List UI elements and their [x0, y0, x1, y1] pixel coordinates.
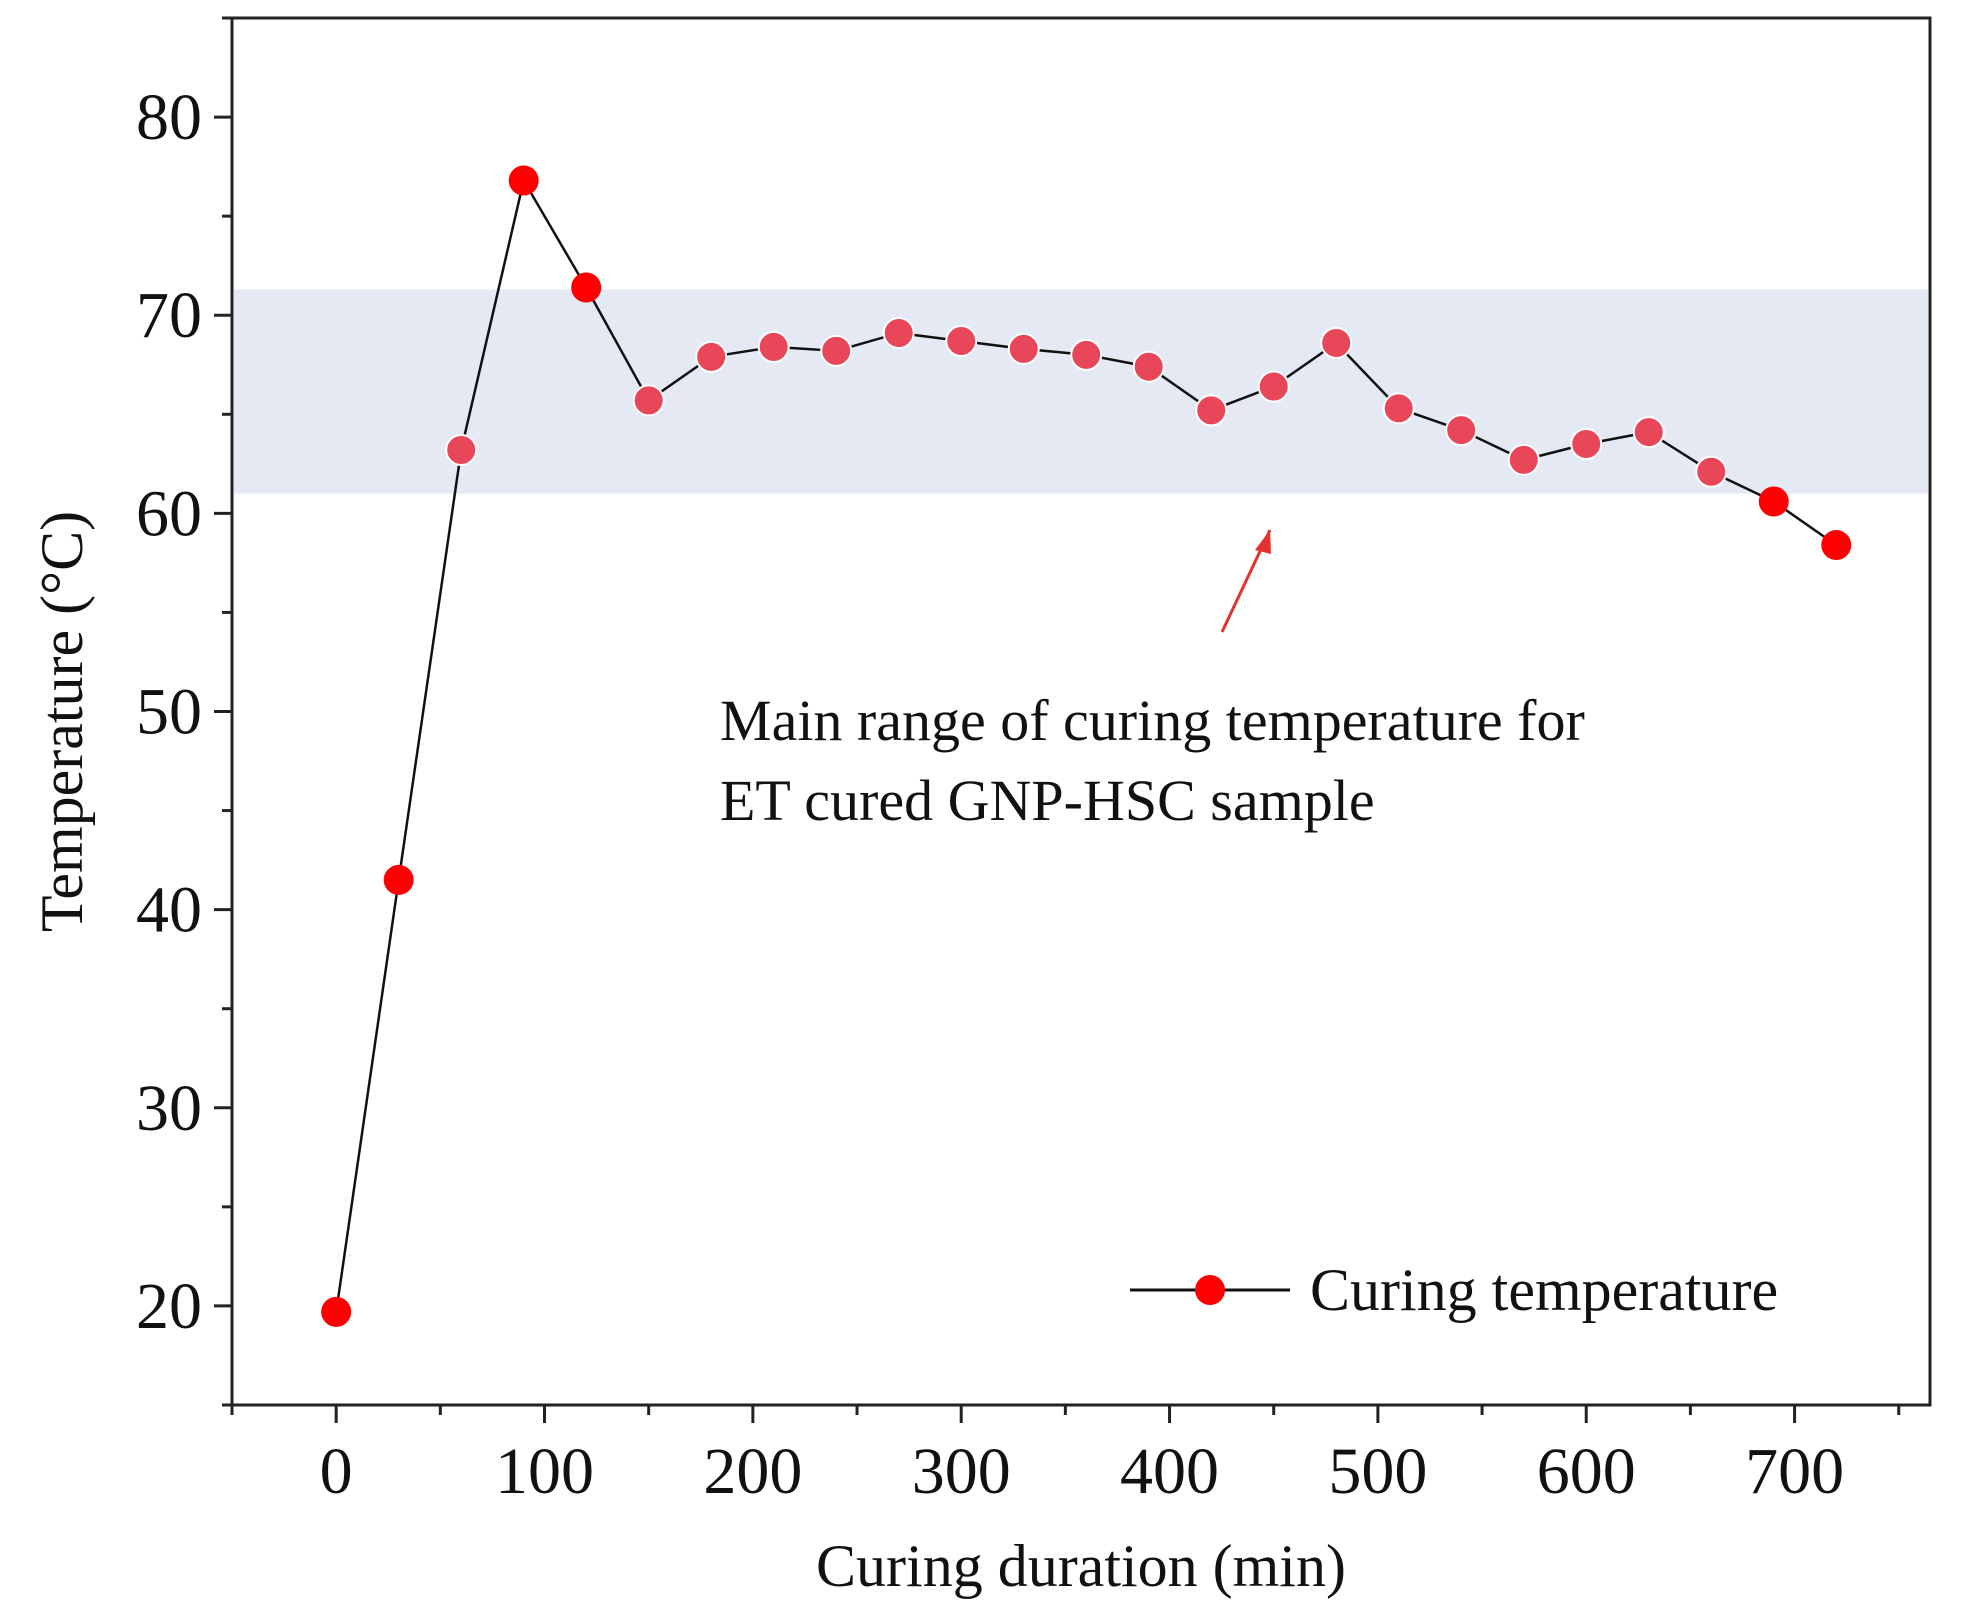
data-point	[1507, 443, 1540, 476]
data-point	[1758, 486, 1789, 517]
data-point	[571, 272, 602, 303]
data-point	[1382, 392, 1415, 425]
annotation-text-line: Main range of curing temperature for	[720, 688, 1585, 753]
data-point	[757, 330, 790, 363]
data-point	[445, 433, 478, 466]
main-range-band	[234, 289, 1928, 494]
data-point	[1320, 326, 1353, 359]
legend: Curing temperature	[1130, 1257, 1778, 1323]
x-tick-label: 300	[912, 1435, 1011, 1508]
y-tick-label: 20	[136, 1270, 202, 1343]
annotation-layer: Main range of curing temperature for ET c…	[720, 529, 1585, 833]
y-axis-title: Temperature (°C)	[29, 511, 95, 932]
data-point	[1821, 530, 1852, 561]
annotation-arrowhead	[1255, 530, 1271, 554]
legend-label: Curing temperature	[1310, 1257, 1778, 1323]
data-point	[508, 165, 539, 196]
y-tick-label: 60	[136, 477, 202, 550]
data-point	[882, 317, 915, 350]
x-tick-label: 200	[703, 1435, 802, 1508]
y-tick-label: 30	[136, 1072, 202, 1145]
data-point	[1632, 416, 1665, 449]
data-point	[1257, 370, 1290, 403]
axes-layer: 0 100 200 300 400 500 600 700 20 30 40 50 60 70 80 Curi…	[29, 16, 1932, 1599]
y-tick-label: 50	[136, 676, 202, 749]
data-point	[1195, 394, 1228, 427]
x-tick-label: 600	[1537, 1435, 1636, 1508]
x-tick-label: 700	[1745, 1435, 1844, 1508]
x-axis-title: Curing duration (min)	[816, 1533, 1346, 1599]
data-point	[1070, 338, 1103, 371]
data-point	[1445, 414, 1478, 447]
x-tick-label: 0	[320, 1435, 353, 1508]
main-range-band-layer	[234, 289, 1928, 494]
data-point	[1695, 455, 1728, 488]
series-layer	[321, 165, 1852, 1327]
data-point	[945, 324, 978, 357]
data-point	[1570, 428, 1603, 461]
data-point	[820, 334, 853, 367]
x-tick-label: 100	[495, 1435, 594, 1508]
data-point	[1007, 332, 1040, 365]
data-point	[321, 1296, 352, 1327]
data-point	[632, 384, 665, 417]
data-point	[1132, 350, 1165, 383]
x-tick-label: 500	[1328, 1435, 1427, 1508]
data-point	[695, 340, 728, 373]
y-tick-label: 80	[136, 81, 202, 154]
legend-marker	[1195, 1275, 1225, 1305]
x-tick-label: 400	[1120, 1435, 1219, 1508]
y-tick-label: 70	[136, 279, 202, 352]
annotation-text-line: ET cured GNP-HSC sample	[720, 768, 1375, 833]
data-point	[383, 864, 414, 895]
y-tick-label: 40	[136, 874, 202, 947]
